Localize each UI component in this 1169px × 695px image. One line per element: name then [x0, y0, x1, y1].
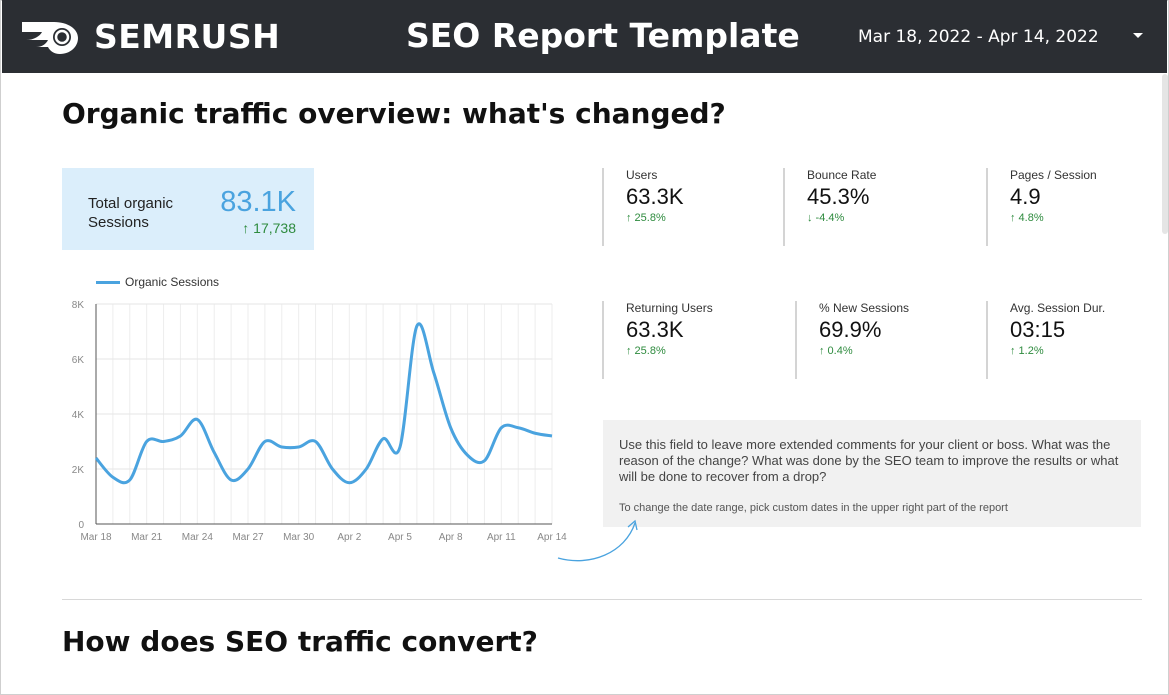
x-tick-label: Apr 14	[537, 532, 567, 543]
x-tick-label: Mar 18	[80, 532, 112, 543]
metric-delta: ↓ -4.4%	[807, 212, 845, 224]
metric-label: Avg. Session Dur.	[1010, 301, 1106, 315]
total-sessions-delta: ↑ 17,738	[242, 220, 296, 236]
legend-line-icon	[96, 280, 120, 284]
x-tick-label: Mar 24	[182, 532, 214, 543]
y-tick-label: 4K	[72, 410, 85, 421]
metric-avg-session-duration: Avg. Session Dur. 03:15 ↑ 1.2%	[986, 301, 1140, 379]
series-line-organic-sessions	[94, 322, 553, 485]
curved-arrow-icon	[557, 519, 638, 562]
metric-delta: ↑ 1.2%	[1010, 345, 1044, 357]
scrollbar[interactable]	[1162, 74, 1168, 234]
organic-sessions-chart: 0 2K 4K 6K 8K Mar 18 Mar 21 Mar 24 Mar 27 Mar 30 A…	[72, 300, 567, 543]
x-tick-label: Apr 8	[439, 532, 463, 543]
metric-label: Bounce Rate	[807, 168, 877, 182]
y-tick-label: 8K	[72, 300, 85, 311]
y-tick-label: 0	[78, 520, 84, 531]
metric-users: Users 63.3K ↑ 25.8%	[602, 168, 786, 246]
metric-new-sessions: % New Sessions 69.9% ↑ 0.4%	[795, 301, 979, 379]
metric-returning-users: Returning Users 63.3K ↑ 25.8%	[602, 301, 786, 379]
metric-label: % New Sessions	[819, 301, 910, 315]
metric-bounce-rate: Bounce Rate 45.3% ↓ -4.4%	[783, 168, 967, 246]
section-divider	[62, 599, 1142, 600]
x-tick-label: Mar 27	[232, 532, 264, 543]
metric-value: 03:15	[1010, 317, 1066, 342]
report-header: SEMRUSH SEO Report Template Mar 18, 2022…	[2, 0, 1167, 73]
x-tick-label: Apr 2	[337, 532, 361, 543]
y-tick-label: 6K	[72, 355, 85, 366]
logo-text: SEMRUSH	[94, 16, 281, 56]
x-tick-label: Apr 5	[388, 532, 412, 543]
chart-legend: Organic Sessions	[96, 275, 219, 289]
legend-label: Organic Sessions	[125, 275, 220, 289]
date-range-picker[interactable]: Mar 18, 2022 - Apr 14, 2022	[858, 27, 1099, 47]
metric-pages-per-session: Pages / Session 4.9 ↑ 4.8%	[986, 168, 1140, 246]
metric-delta: ↑ 25.8%	[626, 345, 666, 357]
total-sessions-value: 83.1K	[220, 186, 296, 218]
report-title: SEO Report Template	[406, 16, 800, 55]
metric-value: 63.3K	[626, 184, 684, 209]
section-title-seo-conversion: How does SEO traffic convert?	[62, 625, 538, 658]
comment-box[interactable]: Use this field to leave more extended co…	[603, 420, 1141, 527]
metric-label: Returning Users	[626, 301, 713, 315]
metric-value: 45.3%	[807, 184, 870, 209]
metric-value: 63.3K	[626, 317, 684, 342]
semrush-logo: SEMRUSH	[20, 16, 280, 56]
metric-delta: ↑ 25.8%	[626, 212, 666, 224]
metric-label: Pages / Session	[1010, 168, 1097, 182]
x-tick-label: Mar 21	[131, 532, 163, 543]
x-tick-label: Mar 30	[283, 532, 315, 543]
semrush-fire-icon	[22, 22, 78, 54]
y-tick-label: 2K	[72, 465, 85, 476]
metric-delta: ↑ 4.8%	[1010, 212, 1044, 224]
metric-value: 4.9	[1010, 184, 1041, 209]
total-organic-sessions-card: Total organic Sessions 83.1K ↑ 17,738	[62, 168, 314, 250]
total-sessions-label: Total organic Sessions	[88, 195, 174, 231]
comment-text: Use this field to leave more extended co…	[619, 437, 1119, 484]
metric-delta: ↑ 0.4%	[819, 345, 853, 357]
x-tick-label: Apr 11	[487, 532, 516, 543]
metric-value: 69.9%	[819, 317, 882, 342]
metric-label: Users	[626, 168, 658, 182]
caret-down-icon[interactable]	[1133, 33, 1143, 38]
comment-hint: To change the date range, pick custom da…	[619, 502, 1008, 514]
section-title-traffic-overview: Organic traffic overview: what's changed…	[62, 97, 726, 130]
